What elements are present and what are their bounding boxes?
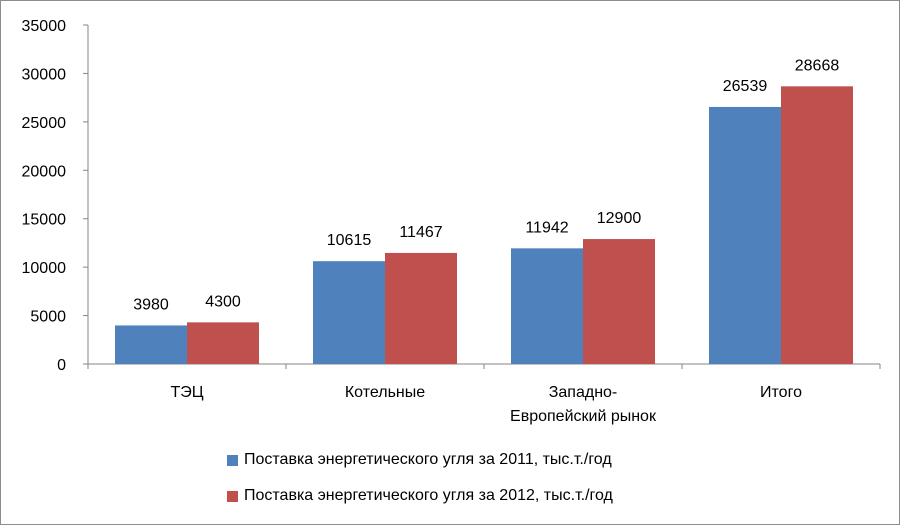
y-tick-label: 15000 [22,212,67,229]
legend-item-2012: Поставка энергетического угля за 2012, т… [227,487,827,505]
y-tick-label: 35000 [22,18,67,35]
bar-2011 [511,248,583,364]
y-tick-label: 20000 [22,163,67,180]
y-tick-label: 30000 [22,66,67,83]
bars [115,86,853,364]
y-tick-label: 10000 [22,260,67,277]
bar-2012 [781,86,853,364]
bar-2012 [583,239,655,364]
data-label: 26539 [723,78,768,95]
bar-2011 [709,106,781,364]
y-tick-label: 0 [57,357,66,374]
category-label: Европейский рынок [510,408,657,425]
bar-2011 [115,325,187,364]
data-label: 11942 [525,219,568,236]
category-label: Западно- [549,384,618,401]
data-labels: 3980 4300 10615 11467 11942 12900 26539 28668 [133,57,839,313]
data-label: 3980 [133,296,169,313]
bar-2012 [385,252,457,364]
data-label: 11467 [399,224,442,241]
data-label: 28668 [795,57,840,74]
category-label: Итого [760,384,802,401]
y-tick-label: 25000 [22,115,67,132]
legend-swatch-2012 [227,490,238,502]
legend-label-2011: Поставка энергетического угля за 2011, т… [244,451,612,468]
legend-swatch-2011 [227,454,238,466]
data-label: 12900 [597,210,642,227]
bar-chart: 0 5000 10000 15000 20000 25000 30000 35000 ТЭЦ Ко… [22,18,881,425]
legend-item-2011: Поставка энергетического угля за 2011, т… [227,451,827,469]
category-label: Котельные [345,384,425,401]
category-label: ТЭЦ [170,384,203,401]
y-tick-label: 5000 [30,309,66,326]
legend-label-2012: Поставка энергетического угля за 2012, т… [244,487,613,504]
bar-2012 [187,322,259,364]
data-label: 4300 [205,293,241,310]
bar-2011 [313,261,385,364]
data-label: 10615 [327,232,372,249]
